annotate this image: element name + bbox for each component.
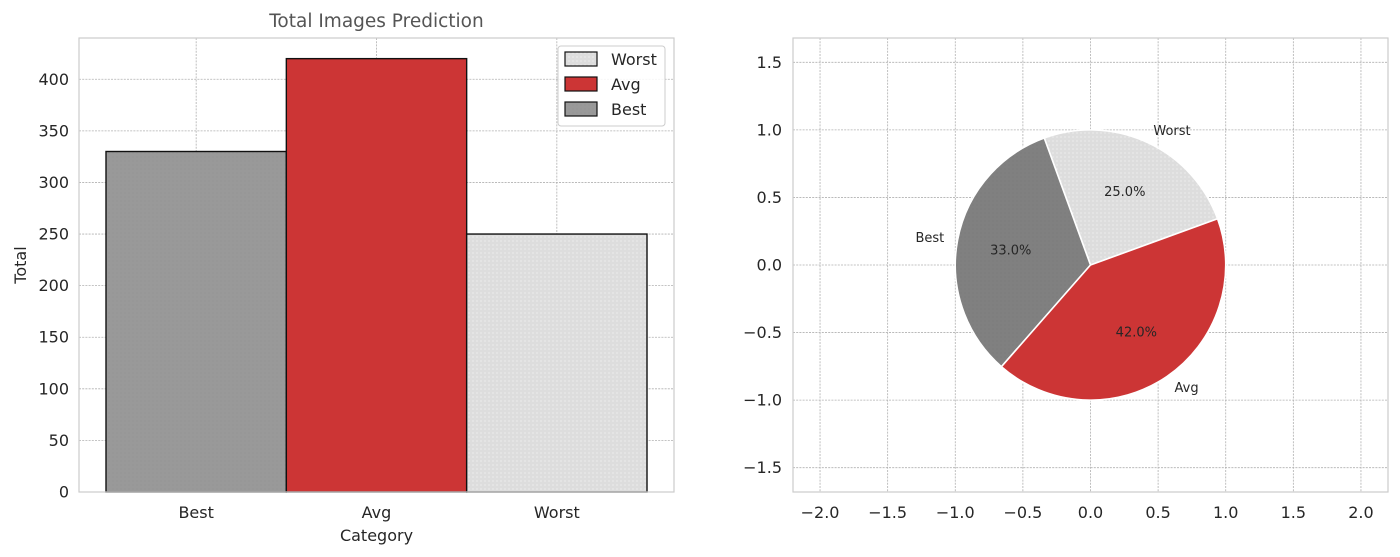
bar-avg bbox=[286, 58, 467, 493]
pie-pct-avg: 42.0% bbox=[1116, 325, 1157, 340]
pie-slice-worst bbox=[1043, 129, 1219, 267]
bar-chart-x-ticks: Best Avg Worst bbox=[178, 503, 579, 522]
bar-x-tick-label: Avg bbox=[362, 503, 392, 522]
bar-x-tick-label: Worst bbox=[534, 503, 580, 522]
bar-chart: 0 50 100 150 200 250 300 350 400 Best Avg Worst To… bbox=[11, 11, 675, 545]
bar-chart-y-axis-label: Total bbox=[11, 246, 30, 284]
pie-chart-grid bbox=[793, 38, 1388, 492]
bar-y-tick-label: 100 bbox=[38, 379, 69, 398]
pie-label-worst: Worst bbox=[1153, 124, 1190, 139]
pie-label-best: Best bbox=[915, 231, 944, 246]
bar-chart-bars bbox=[105, 57, 648, 493]
legend-label-avg: Avg bbox=[611, 75, 641, 94]
pie-chart-labels: Worst 25.0% Best 33.0% Avg 42.0% bbox=[915, 124, 1198, 396]
pie-y-tick-label: 1.5 bbox=[757, 53, 782, 72]
pie-slice-best bbox=[954, 137, 1092, 368]
bar-y-tick-label: 250 bbox=[38, 225, 69, 244]
bar-chart-frame bbox=[78, 37, 675, 493]
bar-chart-x-axis-label: Category bbox=[340, 526, 413, 545]
pie-chart-x-ticks: −2.0 −1.5 −1.0 −0.5 0.0 0.5 1.0 1.5 2.0 bbox=[801, 503, 1374, 522]
pie-x-tick-label: 0.5 bbox=[1145, 503, 1170, 522]
bar-y-tick-label: 150 bbox=[38, 328, 69, 347]
bar-y-tick-label: 350 bbox=[38, 121, 69, 140]
bar-y-tick-label: 0 bbox=[59, 483, 69, 502]
bar-chart-title: Total Images Prediction bbox=[268, 11, 483, 32]
bar-worst bbox=[466, 234, 647, 492]
pie-chart-frame bbox=[792, 37, 1389, 493]
pie-pct-best: 33.0% bbox=[990, 244, 1031, 259]
pie-y-tick-label: 0.0 bbox=[757, 256, 782, 275]
pie-x-tick-label: 1.5 bbox=[1281, 503, 1306, 522]
legend-swatch-best bbox=[564, 101, 598, 117]
bar-best bbox=[106, 151, 287, 492]
bar-y-tick-label: 300 bbox=[38, 173, 69, 192]
pie-x-tick-label: 0.0 bbox=[1078, 503, 1103, 522]
pie-y-tick-label: 0.5 bbox=[757, 188, 782, 207]
pie-x-tick-label: −1.0 bbox=[936, 503, 975, 522]
pie-y-tick-label: 1.0 bbox=[757, 120, 782, 139]
pie-slice-avg bbox=[1000, 217, 1227, 401]
bar-y-tick-label: 200 bbox=[38, 276, 69, 295]
pie-chart-slices bbox=[954, 129, 1227, 401]
bar-chart-legend: Worst Avg Best bbox=[557, 45, 666, 127]
pie-x-tick-label: 1.0 bbox=[1213, 503, 1238, 522]
bar-chart-y-ticks: 0 50 100 150 200 250 300 350 400 bbox=[38, 70, 69, 502]
pie-chart: Worst 25.0% Best 33.0% Avg 42.0% −1.5 −1.0 −0.5… bbox=[743, 37, 1389, 522]
pie-label-avg: Avg bbox=[1175, 381, 1199, 396]
pie-y-tick-label: −1.0 bbox=[743, 391, 782, 410]
bar-x-tick-label: Best bbox=[178, 503, 213, 522]
legend-swatch-worst bbox=[564, 51, 598, 67]
pie-x-tick-label: −2.0 bbox=[801, 503, 840, 522]
bar-y-tick-label: 50 bbox=[49, 431, 69, 450]
legend-label-best: Best bbox=[611, 100, 646, 119]
pie-x-tick-label: −1.5 bbox=[868, 503, 907, 522]
bar-y-tick-label: 400 bbox=[38, 70, 69, 89]
legend-label-worst: Worst bbox=[611, 50, 657, 69]
pie-y-tick-label: −1.5 bbox=[743, 458, 782, 477]
pie-pct-worst: 25.0% bbox=[1104, 185, 1145, 200]
pie-x-tick-label: −0.5 bbox=[1003, 503, 1042, 522]
pie-x-tick-label: 2.0 bbox=[1348, 503, 1373, 522]
legend-swatch-avg bbox=[564, 76, 598, 92]
pie-y-tick-label: −0.5 bbox=[743, 323, 782, 342]
pie-chart-y-ticks: −1.5 −1.0 −0.5 0.0 0.5 1.0 1.5 bbox=[743, 53, 782, 477]
